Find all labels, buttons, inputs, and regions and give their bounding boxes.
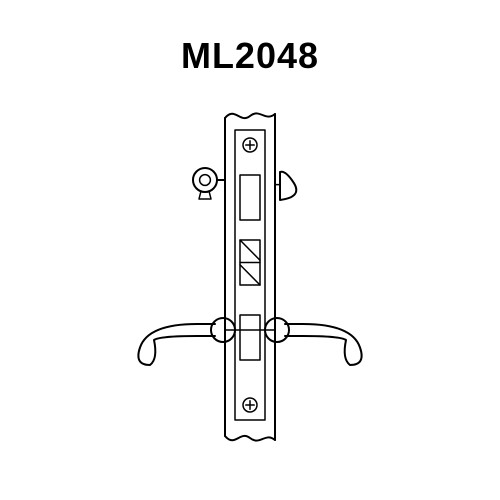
figure-container: ML2048 [0,0,500,500]
model-number-title: ML2048 [0,35,500,77]
lock-diagram [110,90,390,460]
lock-svg [110,90,390,460]
